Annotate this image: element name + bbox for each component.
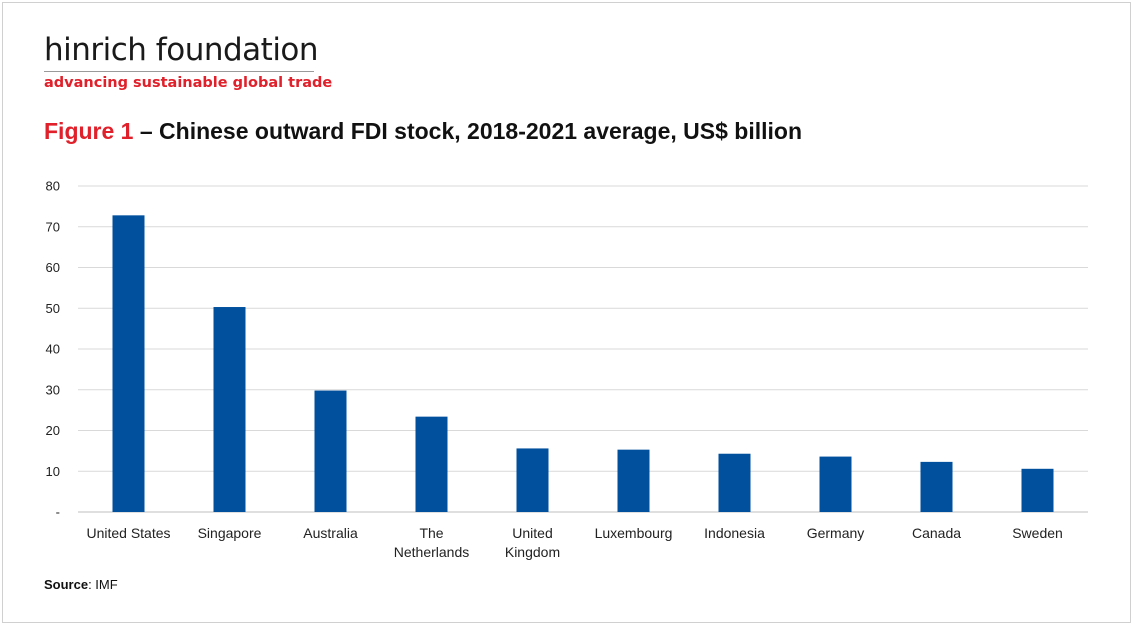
x-tick-label: Indonesia	[704, 525, 765, 541]
y-tick-label: 50	[46, 301, 60, 316]
source-label: Source	[44, 577, 89, 592]
y-tick-label: 60	[46, 260, 60, 275]
x-tick-label: Singapore	[198, 525, 262, 541]
y-tick-label: 40	[46, 342, 60, 357]
x-tick-label: Australia	[303, 525, 358, 541]
bar	[516, 448, 549, 512]
brand-tagline: advancing sustainable global trade	[44, 75, 333, 91]
x-tick-label: Luxembourg	[595, 525, 673, 541]
x-tick-label: Sweden	[1012, 525, 1063, 541]
y-tick-label: 80	[46, 179, 60, 194]
brand-logo: hinrich foundation advancing sustainable…	[44, 30, 332, 91]
bar	[415, 416, 448, 512]
bar	[617, 449, 650, 512]
x-tick-label: United	[512, 525, 552, 541]
x-tick-label: Kingdom	[505, 544, 560, 560]
x-tick-label: Germany	[807, 525, 865, 541]
y-tick-label: 10	[46, 464, 60, 479]
bar	[112, 215, 145, 512]
x-tick-label: Netherlands	[394, 544, 470, 560]
x-tick-label: United States	[86, 525, 170, 541]
bar	[920, 461, 953, 512]
source-note: Source: IMF	[44, 577, 118, 592]
brand-divider	[44, 71, 314, 72]
x-tick-label: Canada	[912, 525, 961, 541]
figure-label: Figure 1	[44, 118, 134, 144]
bar	[819, 456, 852, 512]
brand-name: hinrich foundation	[44, 32, 319, 68]
y-tick-label: 20	[46, 423, 60, 438]
x-tick-label: The	[419, 525, 443, 541]
y-tick-label: 70	[46, 219, 60, 234]
bar	[718, 453, 751, 512]
chart-title-text: – Chinese outward FDI stock, 2018-2021 a…	[133, 118, 802, 144]
chart-title: Figure 1 – Chinese outward FDI stock, 20…	[44, 118, 802, 145]
y-tick-label: 30	[46, 382, 60, 397]
y-tick-label: -	[56, 505, 60, 520]
bar	[1021, 468, 1054, 512]
bar	[213, 307, 246, 512]
source-text: : IMF	[88, 577, 118, 592]
bar	[314, 390, 347, 512]
